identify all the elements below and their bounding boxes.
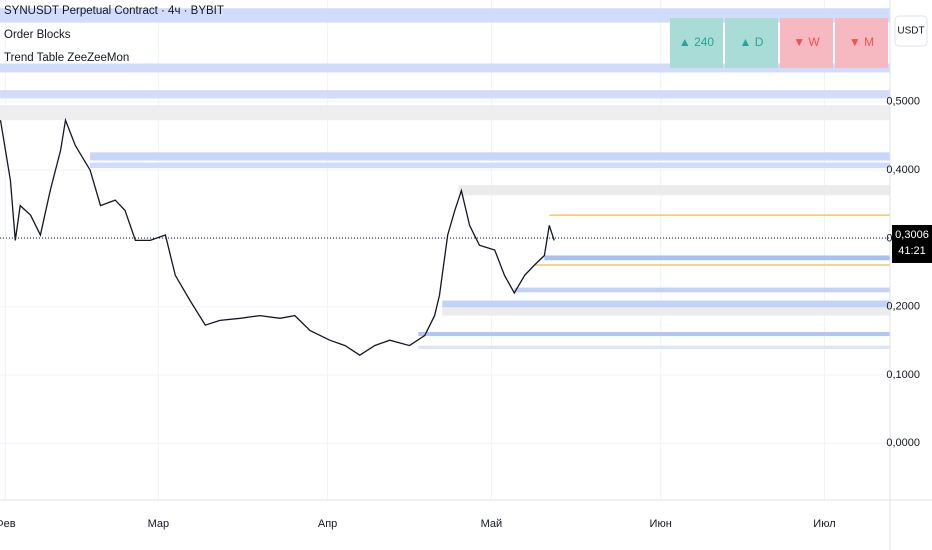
x-tick-label: Апр <box>318 518 337 530</box>
x-tick-label: Май <box>481 518 503 530</box>
y-tick-label: 0,5000 <box>886 96 920 108</box>
trend-cell <box>725 18 778 68</box>
y-tick-label: 0,1000 <box>886 369 920 381</box>
y-tick-label: 0,0000 <box>886 437 920 449</box>
trend-cell-label: ▲ D <box>740 35 764 49</box>
currency-button[interactable] <box>894 15 928 47</box>
indicator-label: Trend Table ZeeZeeMon <box>4 52 129 64</box>
order-block <box>458 185 890 196</box>
order-block <box>0 105 890 121</box>
x-tick-label: Мар <box>148 518 170 530</box>
order-block <box>0 8 890 23</box>
trend-cell-label: ▼ W <box>793 35 820 49</box>
price-tag <box>892 224 932 263</box>
plot <box>0 0 890 500</box>
order-block <box>418 345 890 350</box>
trend-cell-label: ▼ M <box>849 35 874 49</box>
countdown-label: 41:21 <box>898 245 926 257</box>
order-block <box>442 307 890 316</box>
order-block <box>514 287 890 293</box>
order-block <box>90 162 890 169</box>
indicator-label: Order Blocks <box>4 29 71 41</box>
price-line <box>0 117 555 356</box>
order-block <box>0 63 890 73</box>
trend-cell <box>670 18 723 68</box>
order-block <box>90 152 890 161</box>
y-tick-label: 0,4000 <box>886 164 920 176</box>
order-block <box>418 331 890 337</box>
order-block <box>0 90 890 99</box>
trend-cell-label: ▲ 240 <box>679 35 715 49</box>
x-tick-label: Фев <box>0 518 16 530</box>
trend-cell <box>780 18 833 68</box>
x-tick-label: Июл <box>813 518 835 530</box>
trend-cell <box>835 18 888 68</box>
order-block <box>544 255 890 261</box>
x-tick-label: Июн <box>650 518 672 530</box>
currency-label[interactable]: USDT <box>897 26 924 37</box>
order-block <box>442 300 890 308</box>
price-tag-label: 0,3006 <box>895 229 929 241</box>
chart-title: SYNUSDT Perpetual Contract · 4ч · BYBIT <box>4 5 224 17</box>
y-tick-label: 0,2000 <box>886 301 920 313</box>
